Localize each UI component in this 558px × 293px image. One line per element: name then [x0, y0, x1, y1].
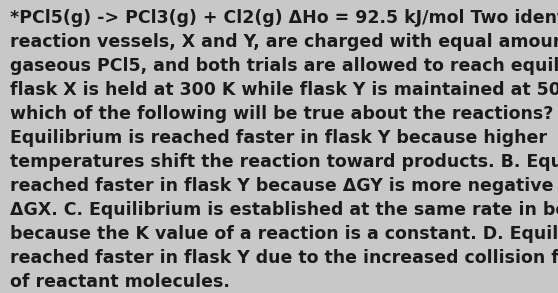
Text: *PCl5(g) -> PCl3(g) + Cl2(g) ΔHo = 92.5 kJ/mol Two identical: *PCl5(g) -> PCl3(g) + Cl2(g) ΔHo = 92.5 …: [10, 9, 558, 27]
Text: reaction vessels, X and Y, are charged with equal amounts of: reaction vessels, X and Y, are charged w…: [10, 33, 558, 51]
Text: ΔGX. C. Equilibrium is established at the same rate in both flasks: ΔGX. C. Equilibrium is established at th…: [10, 201, 558, 219]
Text: flask X is held at 300 K while flask Y is maintained at 500 K,: flask X is held at 300 K while flask Y i…: [10, 81, 558, 99]
Text: temperatures shift the reaction toward products. B. Equilibrium is: temperatures shift the reaction toward p…: [10, 153, 558, 171]
Text: which of the following will be true about the reactions? A.: which of the following will be true abou…: [10, 105, 558, 123]
Text: because the K value of a reaction is a constant. D. Equilibrium is: because the K value of a reaction is a c…: [10, 225, 558, 243]
Text: reached faster in flask Y due to the increased collision frequency: reached faster in flask Y due to the inc…: [10, 249, 558, 267]
Text: gaseous PCl5, and both trials are allowed to reach equilibrium. If: gaseous PCl5, and both trials are allowe…: [10, 57, 558, 75]
Text: Equilibrium is reached faster in flask Y because higher: Equilibrium is reached faster in flask Y…: [10, 129, 547, 147]
Text: reached faster in flask Y because ΔGY is more negative than: reached faster in flask Y because ΔGY is…: [10, 177, 558, 195]
Text: of reactant molecules.: of reactant molecules.: [10, 273, 230, 291]
